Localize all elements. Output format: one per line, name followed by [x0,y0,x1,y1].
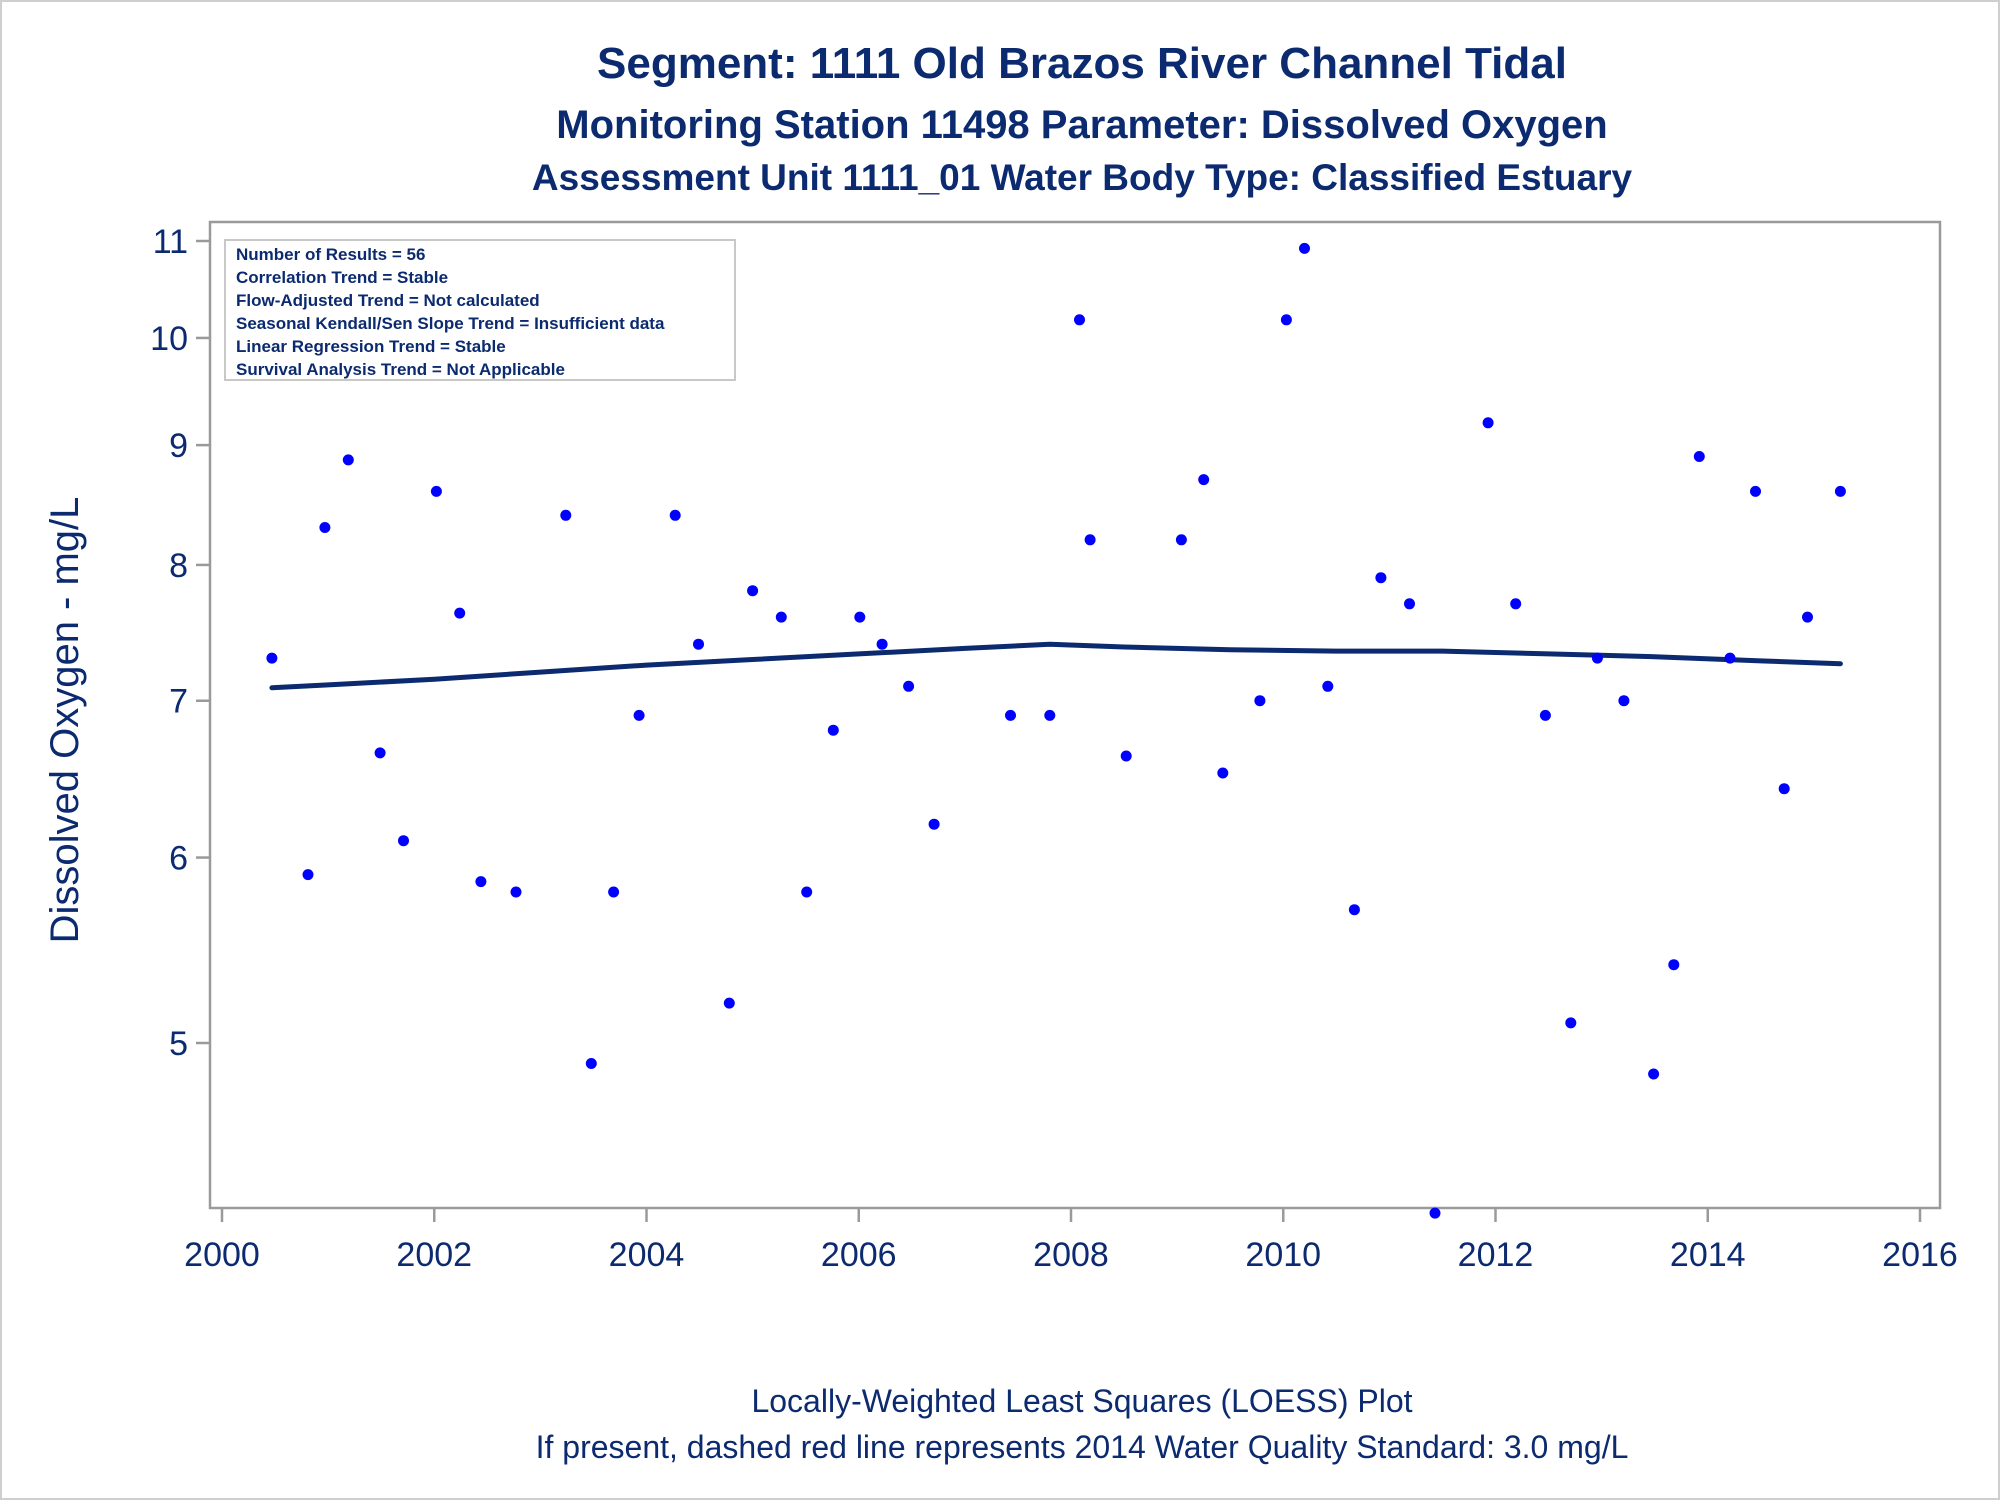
y-axis-label: Dissolved Oxygen - mg/L [43,497,87,944]
data-point [669,509,681,521]
data-point [608,886,620,898]
points-layer [266,242,1846,1219]
chart-title: Segment: 1111 Old Brazos River Channel T… [597,39,1567,88]
data-point [1375,572,1387,584]
data-point [475,876,487,888]
data-point [876,638,888,650]
y-tick-label: 9 [169,427,188,465]
data-point [319,522,331,533]
data-point [454,607,466,619]
x-tick-label: 2002 [396,1236,472,1274]
stats-correlation-trend: Correlation Trend = Stable [236,268,448,287]
x-tick-label: 2010 [1245,1236,1321,1274]
data-point [1834,485,1846,497]
data-point [1299,242,1310,254]
data-point [342,454,354,466]
footnote-standard: If present, dashed red line represents 2… [536,1429,1629,1465]
data-point [1778,783,1790,795]
x-tick-label: 2008 [1033,1236,1109,1274]
data-point [1565,1017,1577,1029]
data-point [1618,695,1630,707]
x-axis: 2000 2002 2004 2006 2008 2010 2012 2014 2016 [184,1208,1958,1274]
data-point [1648,1068,1660,1080]
data-point [903,680,915,692]
stats-box-border [224,239,736,381]
data-point [928,818,940,830]
data-point [633,709,645,721]
data-point [398,835,409,847]
data-point [1539,709,1551,721]
chart-subtitle-2: Assessment Unit 1111_01 Water Body Type:… [532,157,1633,198]
stats-number-of-results: Number of Results = 56 [236,245,425,264]
y-tick-label: 8 [169,547,188,585]
data-point [1074,314,1085,326]
x-tick-label: 2000 [184,1236,260,1274]
plot-area [208,220,1942,1210]
data-point [1802,611,1813,623]
data-point [266,652,278,664]
data-point [775,611,787,623]
data-point [723,997,735,1009]
data-point [1404,598,1415,610]
data-point [1084,534,1096,546]
stats-linear-regression-trend: Linear Regression Trend = Stable [236,337,506,356]
x-tick-label: 2016 [1882,1236,1958,1274]
y-tick-label: 10 [150,320,188,358]
data-point [1217,767,1229,779]
y-tick-label: 7 [169,683,188,721]
data-point [854,611,866,623]
data-point [585,1058,597,1069]
data-point [430,485,442,497]
data-point [693,638,704,650]
data-point [1322,680,1334,692]
x-tick-label: 2012 [1458,1236,1534,1274]
y-tick-label: 6 [169,840,188,878]
data-point [1750,485,1761,497]
data-point [1482,417,1494,429]
stats-flow-adjusted-trend: Flow-Adjusted Trend = Not calculated [236,291,540,310]
y-axis: 5 6 7 8 9 10 11 [150,223,210,1063]
data-point [1591,652,1603,664]
data-point [1254,695,1266,707]
loess-layer [269,641,1843,691]
stats-box: Number of Results = 56 Correlation Trend… [224,239,736,381]
data-point [1668,959,1680,971]
footnote-loess: Locally-Weighted Least Squares (LOESS) P… [751,1383,1412,1419]
y-tick-label: 11 [153,223,188,261]
chart-subtitle: Monitoring Station 11498 Parameter: Diss… [556,103,1607,147]
data-point [1044,709,1056,721]
data-point [747,585,759,597]
data-point [1005,709,1016,721]
data-point [1175,534,1187,546]
data-point [1724,652,1736,664]
data-point [510,886,522,898]
x-tick-label: 2014 [1670,1236,1746,1274]
data-point [560,509,572,521]
loess-line [269,641,1843,691]
y-tick-label: 5 [169,1025,188,1063]
data-point [374,747,386,759]
data-point [1120,750,1132,762]
data-point [1429,1207,1441,1219]
stats-survival-analysis-trend: Survival Analysis Trend = Not Applicable [236,360,565,379]
data-point [1510,598,1522,610]
stats-seasonal-kendall-trend: Seasonal Kendall/Sen Slope Trend = Insuf… [236,314,665,333]
x-tick-label: 2004 [609,1236,685,1274]
data-point [801,886,813,898]
data-point [827,724,839,736]
data-point [302,869,314,881]
data-point [1198,474,1210,486]
data-point [1348,904,1360,916]
data-point [1693,451,1705,462]
data-point [1280,314,1292,326]
x-tick-label: 2006 [821,1236,897,1274]
